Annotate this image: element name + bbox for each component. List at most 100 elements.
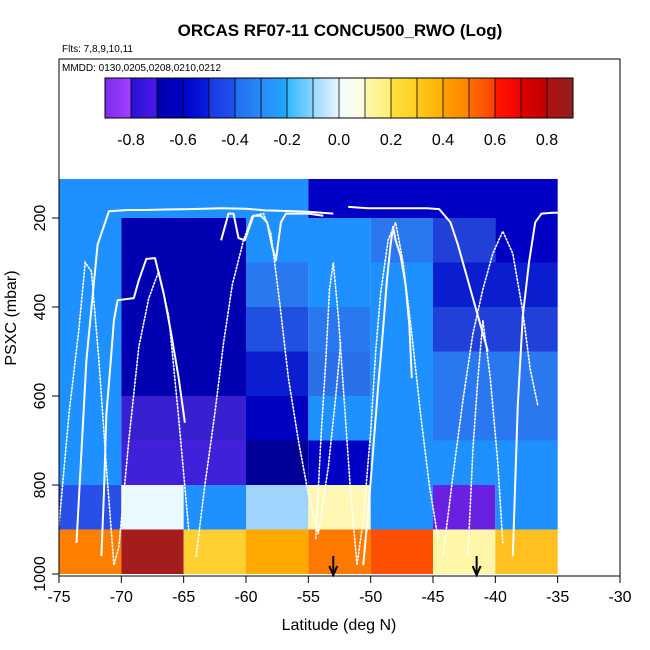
colorbar-frame	[104, 77, 574, 119]
heatmap-cell	[183, 485, 246, 530]
colorbar-bin	[443, 78, 470, 118]
colorbar-bin	[105, 78, 132, 118]
y-tick-label: 400	[32, 294, 49, 321]
flight-track-solid	[75, 207, 334, 543]
heatmap-cell	[246, 529, 309, 574]
heatmap-cell	[433, 218, 496, 263]
colorbar-bin	[339, 78, 366, 118]
heatmap-cell	[59, 351, 122, 396]
heatmap-cell	[246, 351, 309, 396]
heatmap-cell	[59, 262, 122, 307]
x-tick-label: -30	[608, 589, 631, 606]
heatmap-cell	[246, 396, 309, 441]
flight-track-dotted	[442, 229, 539, 558]
x-tick-label: -55	[297, 589, 320, 606]
heatmap-cell	[433, 440, 558, 485]
colorbar-tick-label: 0.6	[484, 132, 506, 149]
colorbar-tick-label: -0.4	[221, 132, 249, 149]
y-tick-label: 600	[32, 383, 49, 410]
heatmap-cell	[370, 440, 433, 485]
colorbar-tick-label: -0.6	[169, 132, 197, 149]
colorbar-tick-labels: -0.8 -0.6 -0.4 -0.2 0.0 0.2 0.4 0.6 0.8	[117, 132, 558, 149]
x-tick-label: -70	[110, 589, 133, 606]
heatmap-cell	[121, 351, 246, 396]
colorbar-bin	[391, 78, 418, 118]
heatmap-cell	[246, 485, 309, 530]
colorbar-bin	[495, 78, 522, 118]
heatmap-cell	[59, 396, 122, 441]
heatmap-cell	[308, 396, 371, 441]
heatmap-cell	[59, 485, 122, 530]
heatmap-cell	[495, 485, 558, 530]
flight-track-dotted	[467, 320, 504, 558]
flight-track-solid	[511, 211, 558, 557]
heatmap-cell	[59, 218, 122, 263]
x-tick-label: -35	[546, 589, 569, 606]
flight-track-solid	[348, 205, 489, 352]
flights-note: Flts: 7,8,9,10,11	[62, 44, 133, 55]
colorbar-bin	[313, 78, 340, 118]
heatmap-cell	[59, 440, 122, 485]
heatmap-cell	[433, 485, 496, 530]
heatmap-cell	[308, 179, 558, 218]
flight-tracks-layer	[58, 205, 558, 566]
x-axis: -75 -70 -65 -60 -55 -50 -45 -40 -35 -30	[47, 575, 632, 606]
colorbar-tick-label: -0.2	[273, 132, 301, 149]
colorbar	[104, 77, 574, 119]
x-tick-label: -45	[421, 589, 444, 606]
heatmap-cell	[121, 262, 246, 307]
heatmap-cell	[246, 218, 371, 263]
heatmap-cell	[121, 218, 246, 263]
heatmap-cell	[121, 485, 184, 530]
heatmap-cell	[433, 529, 496, 574]
colorbar-bin	[157, 78, 184, 118]
x-tick-label: -50	[359, 589, 382, 606]
colorbar-bin	[287, 78, 314, 118]
x-tick-label: -40	[484, 589, 507, 606]
colorbar-bin	[131, 78, 158, 118]
x-tick-label: -65	[172, 589, 195, 606]
y-axis-label: PSXC (mbar)	[3, 270, 20, 365]
colorbar-bin	[547, 78, 574, 118]
flight-track-dotted	[58, 260, 190, 566]
y-tick-label: 800	[32, 472, 49, 499]
colorbar-bin	[261, 78, 288, 118]
dates-note: MMDD: 0130,0205,0208,0210,0212	[62, 63, 221, 74]
heatmap-cell	[370, 485, 433, 530]
y-tick-label: 1000	[32, 556, 49, 592]
flight-track-dotted	[195, 212, 342, 558]
x-tick-label: -75	[47, 589, 70, 606]
colorbar-bin	[235, 78, 262, 118]
colorbar-bin	[417, 78, 444, 118]
heatmap-layer	[59, 179, 558, 574]
colorbar-tick-label: 0.2	[380, 132, 402, 149]
heatmap-cell	[59, 529, 122, 574]
colorbar-bin	[183, 78, 210, 118]
colorbar-tick-label: 0.4	[432, 132, 454, 149]
heatmap-cell	[246, 307, 309, 352]
heatmap-cell	[308, 262, 371, 307]
heatmap-cell	[183, 529, 246, 574]
heatmap-cell	[308, 529, 371, 574]
heatmap-cell	[370, 529, 433, 574]
colorbar-bin	[209, 78, 236, 118]
heatmap-cell	[59, 179, 309, 218]
chart-title: ORCAS RF07-11 CONCU500_RWO (Log)	[178, 21, 503, 40]
heatmap-cell	[370, 262, 433, 307]
heatmap-cell	[495, 529, 558, 574]
arrow-markers-layer	[328, 556, 482, 578]
heatmap-cell	[308, 440, 371, 485]
heatmap-cell	[433, 351, 558, 396]
flight-track-solid	[220, 212, 324, 262]
x-axis-label: Latitude (deg N)	[282, 617, 397, 634]
heatmap-cell	[370, 307, 433, 352]
heatmap-cell	[246, 440, 309, 485]
colorbar-bin	[365, 78, 392, 118]
heatmap-cell	[495, 218, 558, 263]
heatmap-cell	[433, 307, 558, 352]
colorbar-bin	[521, 78, 548, 118]
y-axis: 200 400 600 800 1000	[32, 205, 60, 592]
heatmap-cell	[433, 262, 558, 307]
y-tick-label: 200	[32, 205, 49, 232]
